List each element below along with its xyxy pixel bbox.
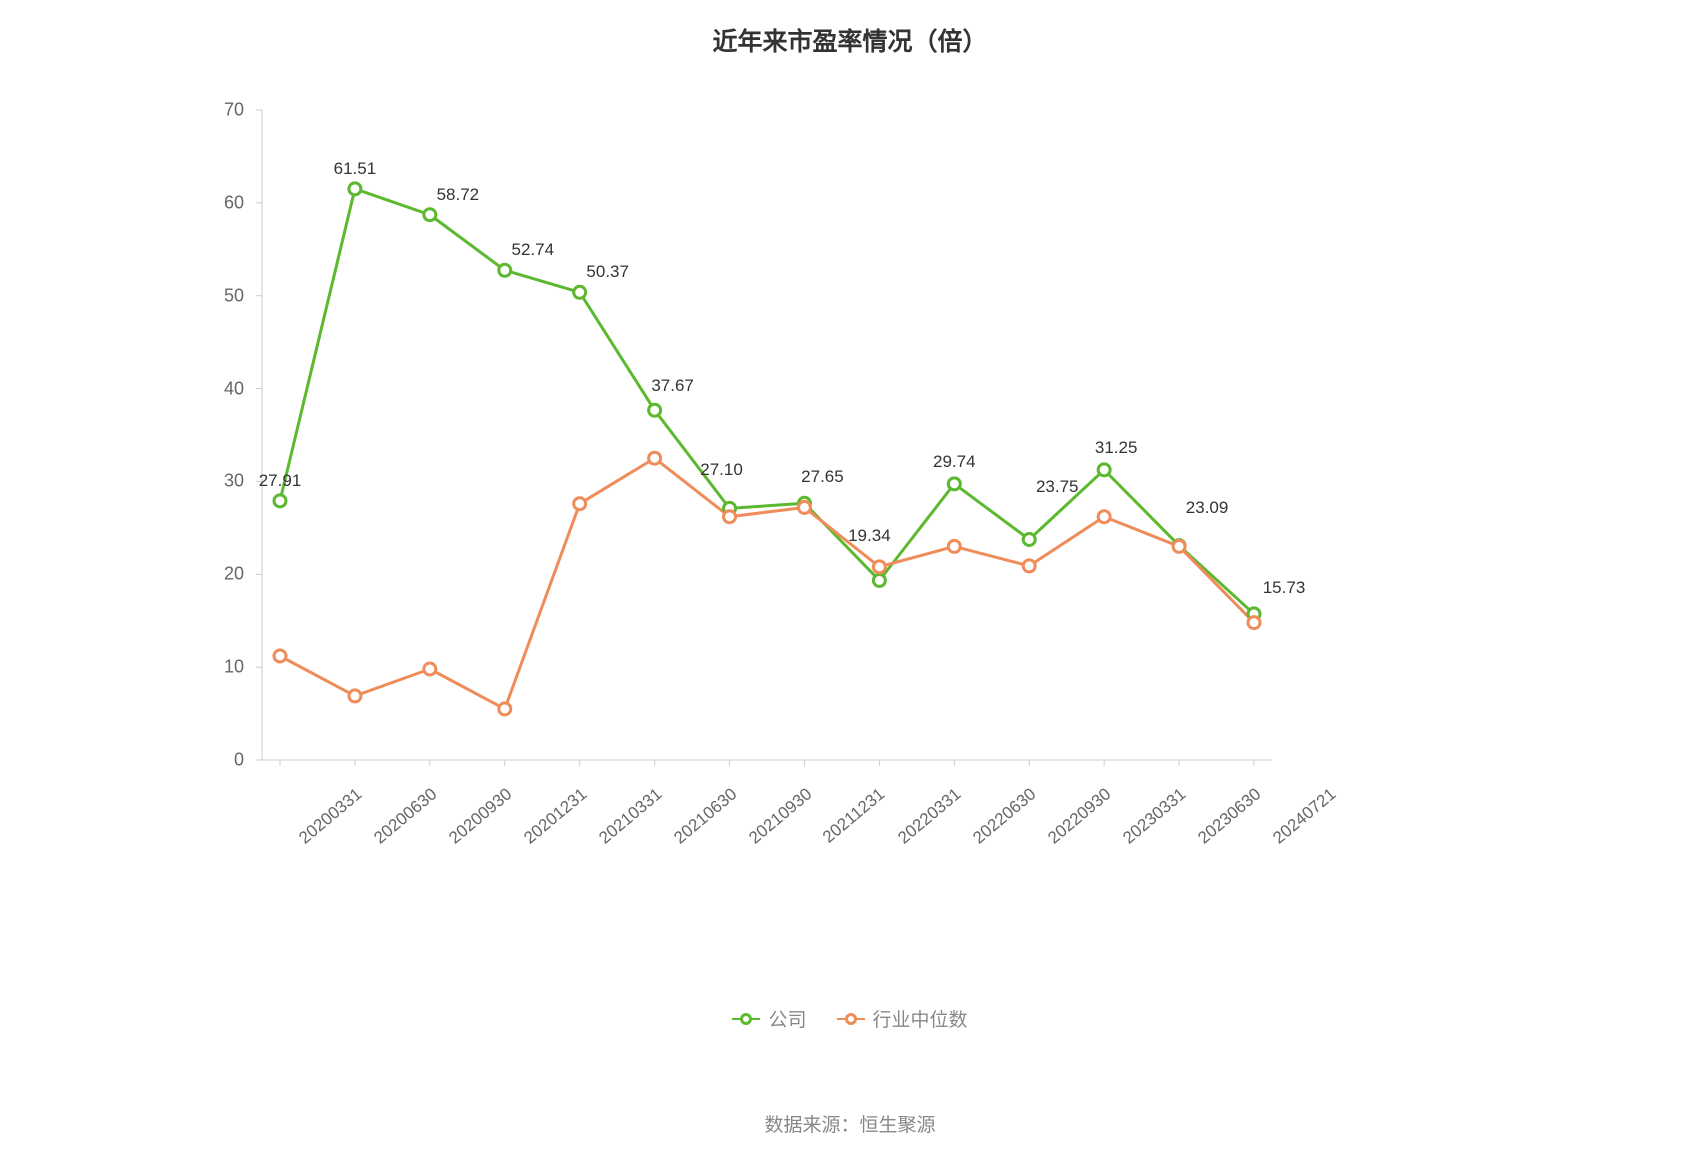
data-point-label: 37.67 (651, 376, 694, 396)
data-point-label: 61.51 (334, 159, 377, 179)
legend-item[interactable]: 公司 (732, 1005, 806, 1032)
y-tick-label: 0 (194, 750, 244, 771)
chart-legend: 公司 行业中位数 (0, 1005, 1700, 1032)
data-point-label: 23.75 (1036, 477, 1079, 497)
chart-svg (0, 0, 1700, 1150)
data-point-label: 52.74 (511, 240, 554, 260)
y-tick-label: 30 (194, 471, 244, 492)
chart-source: 数据来源：恒生聚源 (0, 1110, 1700, 1137)
y-tick-label: 20 (194, 564, 244, 585)
legend-swatch (837, 1012, 865, 1026)
legend-label: 行业中位数 (873, 1005, 968, 1032)
y-tick-label: 60 (194, 192, 244, 213)
data-point-label: 31.25 (1095, 438, 1138, 458)
data-point-label: 29.74 (933, 452, 976, 472)
data-point-label: 15.73 (1263, 578, 1306, 598)
data-point-label: 50.37 (586, 262, 629, 282)
y-tick-label: 50 (194, 285, 244, 306)
chart-container: 近年来市盈率情况（倍） 0102030405060702020033120200… (0, 0, 1700, 1150)
data-point-label: 19.34 (848, 526, 891, 546)
legend-item[interactable]: 行业中位数 (837, 1005, 968, 1032)
legend-swatch (732, 1012, 760, 1026)
y-tick-label: 70 (194, 100, 244, 121)
legend-label: 公司 (768, 1005, 806, 1032)
chart-plot-area: 0102030405060702020033120200630202009302… (0, 0, 1700, 1150)
data-point-label: 23.09 (1186, 498, 1229, 518)
data-point-label: 27.65 (801, 467, 844, 487)
data-point-label: 27.10 (700, 460, 743, 480)
y-tick-label: 10 (194, 657, 244, 678)
data-point-label: 58.72 (437, 185, 480, 205)
y-tick-label: 40 (194, 378, 244, 399)
data-point-label: 27.91 (259, 471, 302, 491)
